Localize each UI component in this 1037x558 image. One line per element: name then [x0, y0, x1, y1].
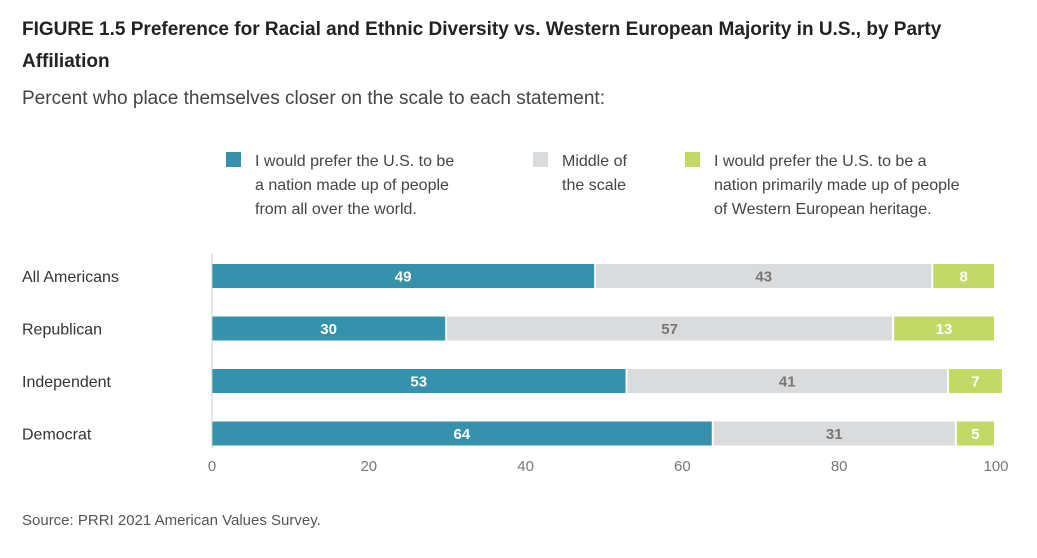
data-label: 41 [779, 374, 796, 391]
data-label: 31 [826, 426, 843, 443]
legend: I would prefer the U.S. to be a nation ma… [226, 152, 960, 218]
legend-swatch-2 [533, 152, 548, 167]
chart-title: FIGURE 1.5 Preference for Racial and Eth… [22, 19, 942, 72]
category-labels: All Americans Republican Independent Democr… [22, 269, 119, 444]
bar-segment [956, 421, 994, 446]
data-label: 53 [410, 374, 427, 391]
x-tick-label: 60 [674, 458, 691, 475]
data-label: 8 [959, 269, 967, 286]
bar-segment [713, 421, 955, 446]
x-axis: 0 20 40 60 80 100 [208, 254, 1009, 475]
data-label: 5 [971, 426, 979, 443]
bar-segment [212, 421, 712, 446]
bar-segment [596, 264, 932, 288]
category-label: Republican [22, 322, 102, 339]
chart-subtitle: Percent who place themselves closer on t… [22, 88, 605, 109]
category-label: All Americans [22, 269, 119, 286]
x-tick-label: 0 [208, 458, 216, 475]
data-label: 7 [971, 374, 979, 391]
source-note: Source: PRRI 2021 American Values Survey… [22, 512, 321, 529]
data-label: 30 [320, 321, 337, 338]
legend-swatch-3 [685, 152, 700, 167]
legend-label-3: I would prefer the U.S. to be a nation pr… [714, 153, 960, 218]
bar-segment [933, 264, 994, 288]
x-tick-label: 20 [360, 458, 377, 475]
bar-segment [627, 369, 947, 393]
bar-segment [212, 264, 595, 288]
legend-label-2: Middle of the scale [562, 153, 627, 194]
legend-label-1: I would prefer the U.S. to be a nation ma… [255, 153, 454, 218]
bar-segment [212, 369, 626, 393]
data-label: 57 [661, 321, 678, 338]
bar-segment [212, 316, 446, 341]
data-label: 64 [454, 426, 471, 443]
category-label: Independent [22, 374, 112, 391]
data-label: 13 [936, 321, 953, 338]
legend-swatch-1 [226, 152, 241, 167]
bar-segment [447, 316, 893, 341]
category-label: Democrat [22, 427, 92, 444]
data-label: 43 [755, 269, 772, 286]
x-tick-label: 40 [517, 458, 534, 475]
bar-segment [948, 369, 1002, 393]
bars: 49 43 8 30 57 13 53 41 7 64 31 5 [212, 264, 1002, 446]
bar-segment [894, 316, 994, 341]
x-tick-label: 80 [831, 458, 848, 475]
data-label: 49 [395, 269, 412, 286]
x-tick-label: 100 [983, 458, 1008, 475]
stacked-bar-chart: I would prefer the U.S. to be a nation ma… [22, 152, 1009, 475]
